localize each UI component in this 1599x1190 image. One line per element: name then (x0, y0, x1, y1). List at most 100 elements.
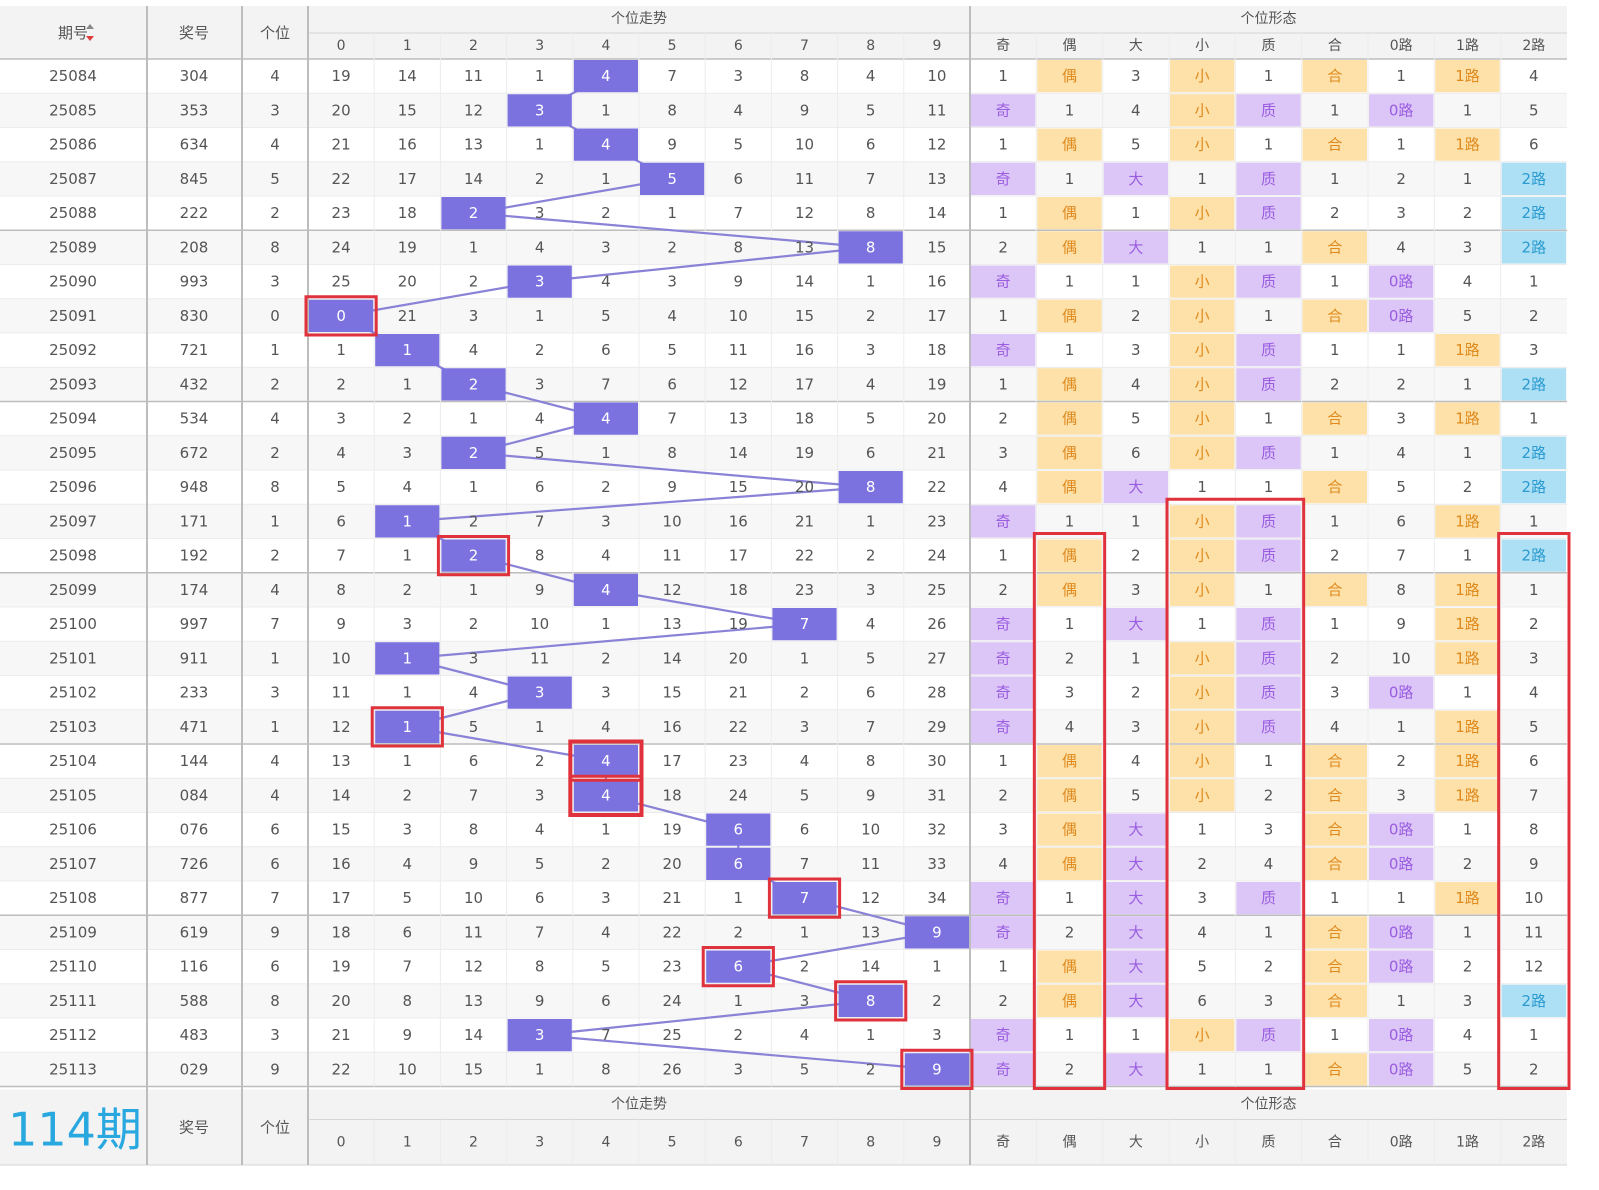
trend-miss-value: 6 (535, 478, 545, 496)
trend-miss-value: 24 (663, 992, 682, 1010)
trend-miss-value: 6 (667, 375, 677, 393)
trend-miss-value: 7 (336, 547, 346, 565)
trend-miss-value: 2 (403, 786, 413, 804)
form-value: 1路 (1455, 410, 1480, 428)
trend-miss-value: 23 (332, 204, 351, 222)
trend-miss-value: 22 (663, 923, 682, 941)
form-cell-bg (1170, 197, 1235, 230)
trend-miss-value: 5 (734, 136, 744, 154)
form-value: 1 (1463, 684, 1473, 702)
form-value: 1 (1197, 821, 1207, 839)
trend-miss-value: 1 (469, 478, 479, 496)
row-period: 25085 (49, 101, 97, 119)
form-value: 1 (1396, 992, 1406, 1010)
trend-hit-cell (573, 573, 638, 606)
form-cell-bg (1369, 847, 1434, 880)
form-value: 质 (1261, 718, 1276, 736)
row-prize: 222 (180, 204, 209, 222)
form-value: 4 (1463, 1026, 1473, 1044)
row-digit: 3 (270, 273, 280, 291)
trend-miss-value: 25 (927, 581, 946, 599)
form-cell-bg (971, 608, 1036, 641)
trend-miss-value: 15 (464, 1060, 483, 1078)
trend-miss-value: 4 (800, 1026, 810, 1044)
form-value: 1 (1529, 410, 1539, 428)
trend-miss-value: 6 (800, 821, 810, 839)
trend-hit-cell (904, 916, 969, 949)
trend-miss-value: 11 (795, 170, 814, 188)
trend-miss-value: 24 (332, 238, 351, 256)
row-prize: 084 (180, 786, 209, 804)
form-cell-bg (1037, 60, 1102, 93)
trend-miss-value: 6 (469, 752, 479, 770)
form-value: 质 (1261, 204, 1276, 222)
sort-down-icon[interactable] (86, 36, 94, 41)
row-period: 25102 (49, 684, 97, 702)
form-value: 合 (1327, 307, 1342, 325)
row-prize: 634 (180, 136, 209, 154)
form-value: 1路 (1455, 786, 1480, 804)
trend-hit-cell (441, 539, 506, 572)
row-prize: 877 (180, 889, 209, 907)
form-value: 小 (1195, 375, 1210, 393)
form-value: 2 (1463, 958, 1473, 976)
trend-miss-value: 22 (332, 1060, 351, 1078)
form-cell-bg (1236, 882, 1301, 915)
form-value: 质 (1261, 444, 1276, 462)
form-cell-bg (1435, 710, 1500, 743)
form-value: 4 (998, 478, 1008, 496)
trend-miss-value: 3 (800, 718, 810, 736)
form-value: 质 (1261, 375, 1276, 393)
trend-miss-value: 21 (398, 307, 417, 325)
form-value: 1 (1264, 307, 1274, 325)
form-cell-bg (1302, 950, 1367, 983)
row-period: 25112 (49, 1026, 97, 1044)
row-digit: 9 (270, 1060, 280, 1078)
form-value: 偶 (1062, 410, 1077, 428)
form-value: 小 (1195, 136, 1210, 154)
trend-hit-cell (573, 779, 638, 812)
form-cell-bg (1236, 334, 1301, 367)
trend-miss-value: 3 (601, 238, 611, 256)
form-value: 1 (1131, 512, 1141, 530)
trend-hit-cell (772, 608, 837, 641)
row-period: 25096 (49, 478, 97, 496)
trend-hit-cell (507, 676, 572, 709)
trend-miss-value: 3 (469, 649, 479, 667)
form-value: 偶 (1062, 307, 1077, 325)
form-value: 1 (1330, 341, 1340, 359)
form-value: 2 (1330, 649, 1340, 667)
trend-miss-value: 10 (332, 649, 351, 667)
form-value: 3 (1131, 341, 1141, 359)
form-value: 1路 (1455, 615, 1480, 633)
footer-trend-group: 个位走势 (611, 1097, 667, 1113)
form-value: 大 (1128, 855, 1143, 873)
form-cell-bg (1302, 299, 1367, 332)
row-period: 25094 (49, 410, 97, 428)
trend-miss-value: 21 (927, 444, 946, 462)
trend-miss-value: 9 (535, 992, 545, 1010)
sort-up-icon[interactable] (86, 24, 94, 29)
form-cell-bg (1501, 231, 1566, 264)
form-value: 0路 (1389, 1026, 1414, 1044)
trend-miss-value: 16 (398, 136, 417, 154)
trend-miss-value: 2 (866, 547, 876, 565)
form-value: 1 (1463, 444, 1473, 462)
form-value: 合 (1327, 410, 1342, 428)
trend-miss-value: 1 (403, 684, 413, 702)
hit-highlight-box (767, 877, 842, 919)
trend-miss-value: 4 (535, 410, 545, 428)
trend-miss-value: 19 (332, 67, 351, 85)
trend-miss-value: 10 (861, 821, 880, 839)
form-value: 5 (1529, 101, 1539, 119)
form-value: 6 (1197, 992, 1207, 1010)
trend-miss-value: 18 (332, 923, 351, 941)
form-cell-bg (1037, 368, 1102, 401)
form-value: 2 (1264, 958, 1274, 976)
form-value: 1 (998, 752, 1008, 770)
form-value: 4 (1330, 718, 1340, 736)
form-cell-bg (1501, 539, 1566, 572)
trend-miss-value: 3 (866, 341, 876, 359)
form-cell-bg (1435, 505, 1500, 538)
form-value: 奇 (996, 170, 1011, 188)
